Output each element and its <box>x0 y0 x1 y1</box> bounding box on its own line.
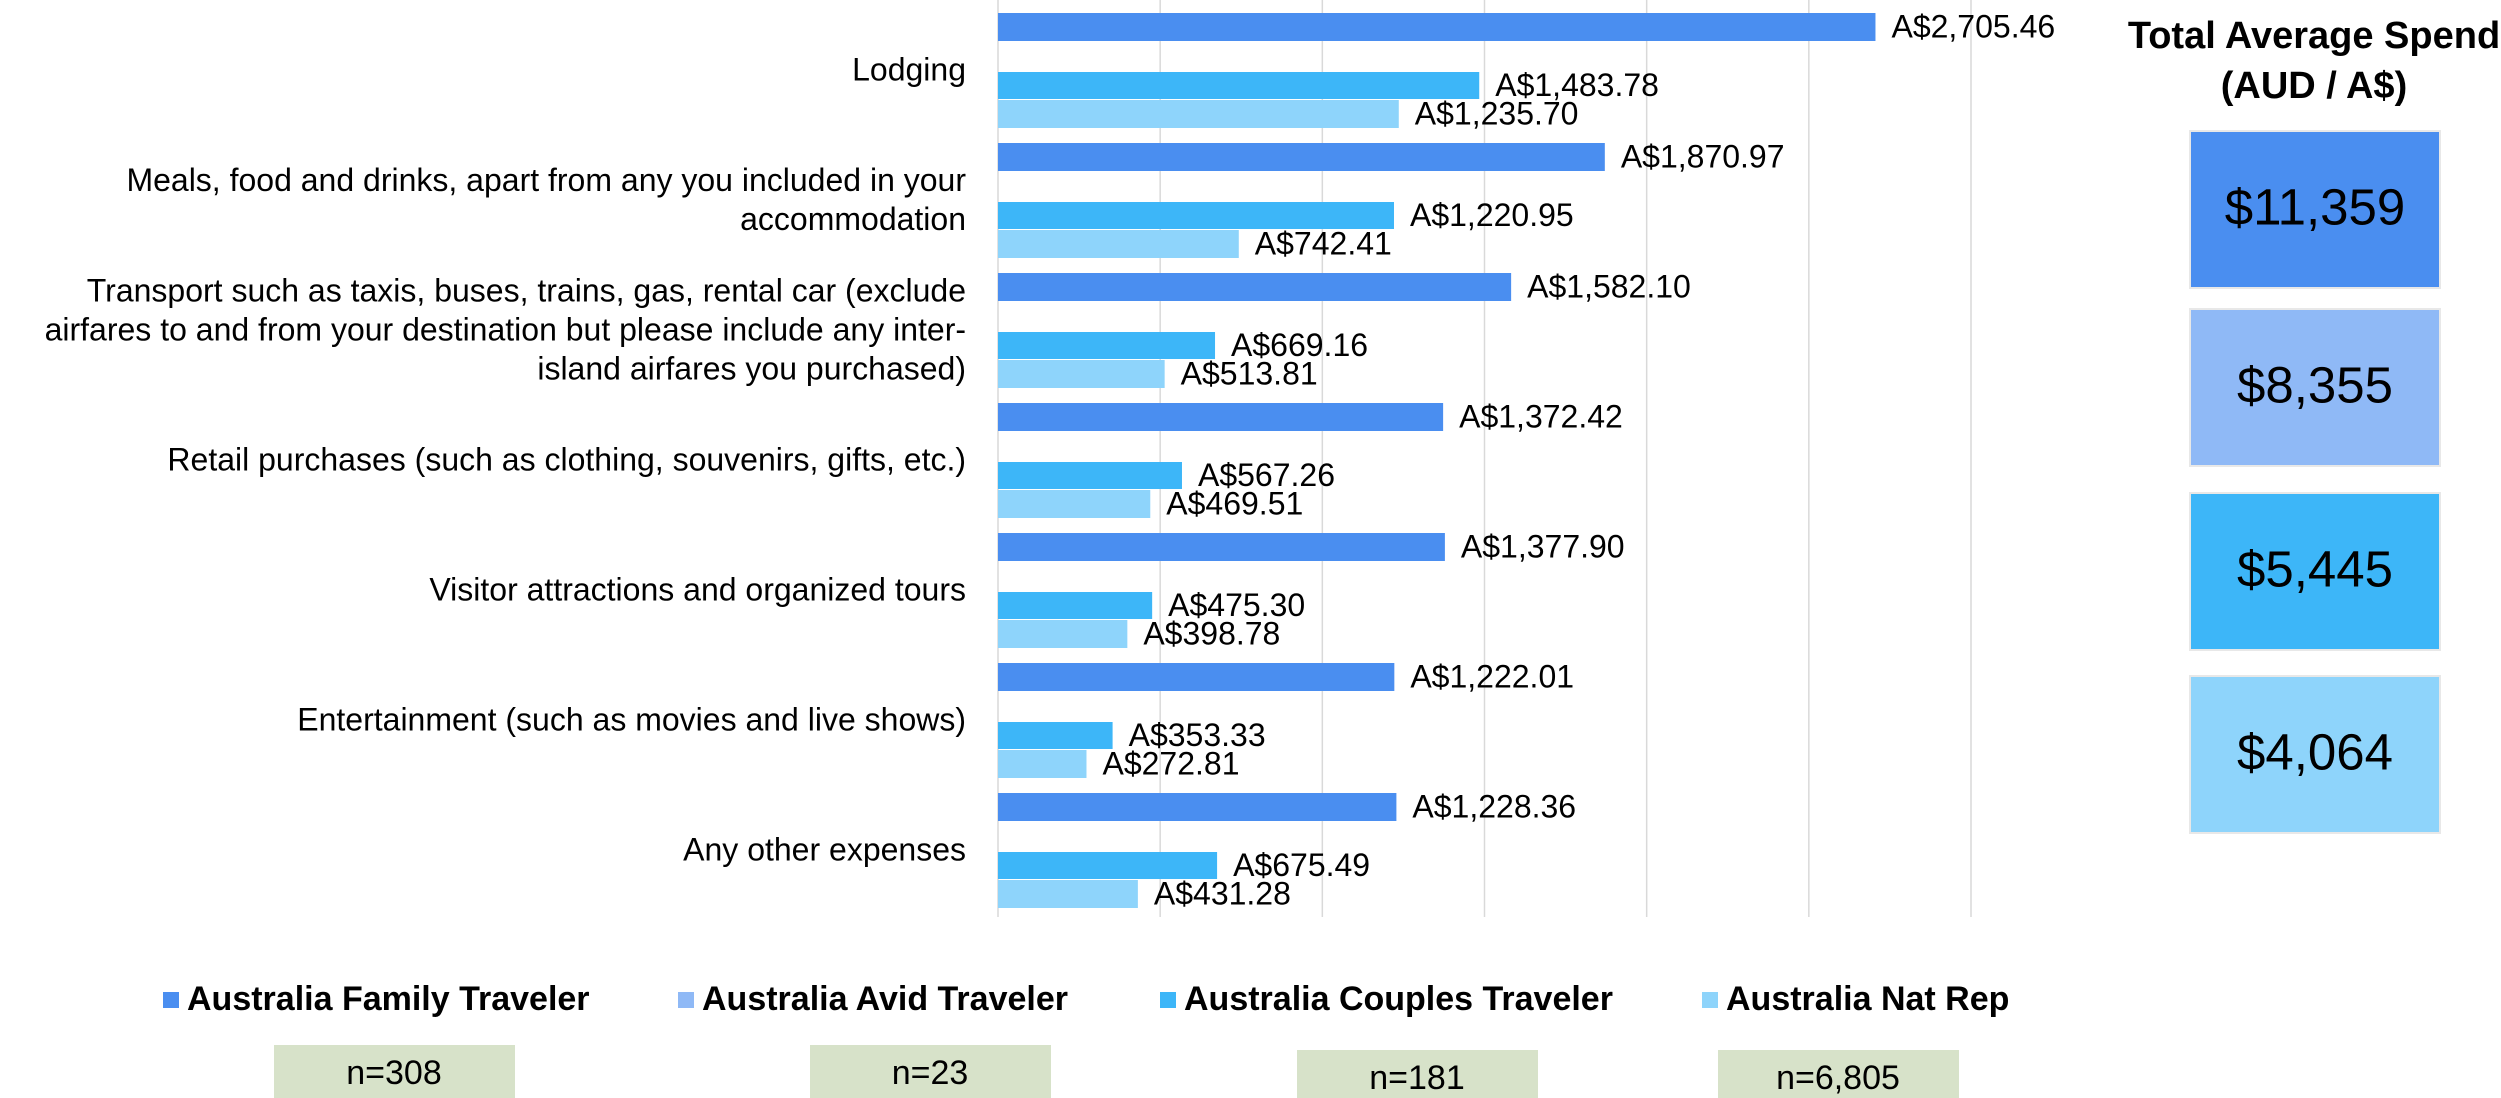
legend-label: Australia Couples Traveler <box>1184 980 1613 1018</box>
data-label: A$272.81 <box>1102 745 1239 781</box>
total-box <box>2189 492 2441 651</box>
data-label: A$1,222.01 <box>1410 658 1574 694</box>
bar <box>998 620 1128 648</box>
total-value: $8,355 <box>2237 356 2393 413</box>
sample-box <box>1718 1050 1959 1098</box>
sample-box <box>1297 1050 1538 1098</box>
category-label: Any other expenses <box>683 831 966 868</box>
data-label: A$567.26 <box>1198 457 1335 493</box>
totals-title: (AUD / A$) <box>2221 65 2407 107</box>
legend-swatch <box>163 992 179 1008</box>
data-label: A$1,220.95 <box>1410 197 1574 233</box>
bar <box>998 490 1151 518</box>
bar <box>998 592 1153 619</box>
sample-size: n=308 <box>346 1054 442 1092</box>
legend-swatch <box>1702 992 1718 1008</box>
totals-title: Total Average Spend <box>2128 15 2500 57</box>
legend-label: Australia Nat Rep <box>1726 980 2009 1018</box>
data-label: A$742.41 <box>1255 225 1392 261</box>
data-label: A$431.28 <box>1154 875 1291 911</box>
category-label: Lodging <box>852 51 966 88</box>
data-label: A$513.81 <box>1181 355 1318 391</box>
sample-box <box>810 1045 1051 1098</box>
data-label: A$675.49 <box>1233 847 1370 883</box>
bar <box>998 143 1605 171</box>
data-label: A$2,705.46 <box>1891 8 2055 44</box>
bar <box>998 202 1394 229</box>
total-value: $5,445 <box>2237 540 2393 597</box>
category-label: Transport such as taxis, buses, trains, … <box>44 272 966 387</box>
data-label: A$1,582.10 <box>1527 268 1691 304</box>
data-label: A$398.78 <box>1143 615 1280 651</box>
category-label: Entertainment (such as movies and live s… <box>297 701 966 738</box>
bar <box>998 533 1445 561</box>
sample-size: n=23 <box>892 1054 969 1092</box>
bar <box>998 750 1087 778</box>
bar <box>998 332 1216 359</box>
bar <box>998 273 1512 301</box>
category-label: Retail purchases (such as clothing, souv… <box>167 441 966 478</box>
sample-size: n=6,805 <box>1776 1059 1900 1097</box>
bar <box>998 100 1399 128</box>
bar <box>998 72 1480 99</box>
bar <box>998 403 1444 431</box>
bar <box>998 230 1239 258</box>
bar <box>998 852 1218 879</box>
data-label: A$669.16 <box>1231 327 1368 363</box>
total-box <box>2189 130 2441 289</box>
legend-swatch <box>678 992 694 1008</box>
total-value: $4,064 <box>2237 723 2393 780</box>
legend-label: Australia Avid Traveler <box>702 980 1068 1018</box>
category-label: Meals, food and drinks, apart from any y… <box>126 162 966 237</box>
bar <box>998 793 1397 821</box>
category-label: Visitor attractions and organized tours <box>429 571 966 608</box>
data-label: A$353.33 <box>1129 717 1266 753</box>
total-box <box>2189 308 2441 467</box>
data-label: A$1,377.90 <box>1461 528 1625 564</box>
legend-label: Australia Family Traveler <box>187 980 590 1018</box>
bar <box>998 663 1395 691</box>
bar <box>998 722 1113 749</box>
total-box <box>2189 675 2441 834</box>
data-label: A$475.30 <box>1168 587 1305 623</box>
bar <box>998 880 1138 908</box>
data-label: A$1,483.78 <box>1495 67 1659 103</box>
sample-box <box>274 1045 515 1098</box>
data-label: A$469.51 <box>1166 485 1303 521</box>
bar <box>998 462 1182 489</box>
bar <box>998 13 1876 41</box>
data-label: A$1,228.36 <box>1412 788 1576 824</box>
sample-size: n=181 <box>1369 1059 1465 1097</box>
data-label: A$1,235.70 <box>1415 95 1579 131</box>
data-label: A$1,372.42 <box>1459 398 1623 434</box>
data-label: A$1,870.97 <box>1621 138 1785 174</box>
total-value: $11,359 <box>2225 178 2406 235</box>
legend-swatch <box>1160 992 1176 1008</box>
bar <box>998 360 1165 388</box>
